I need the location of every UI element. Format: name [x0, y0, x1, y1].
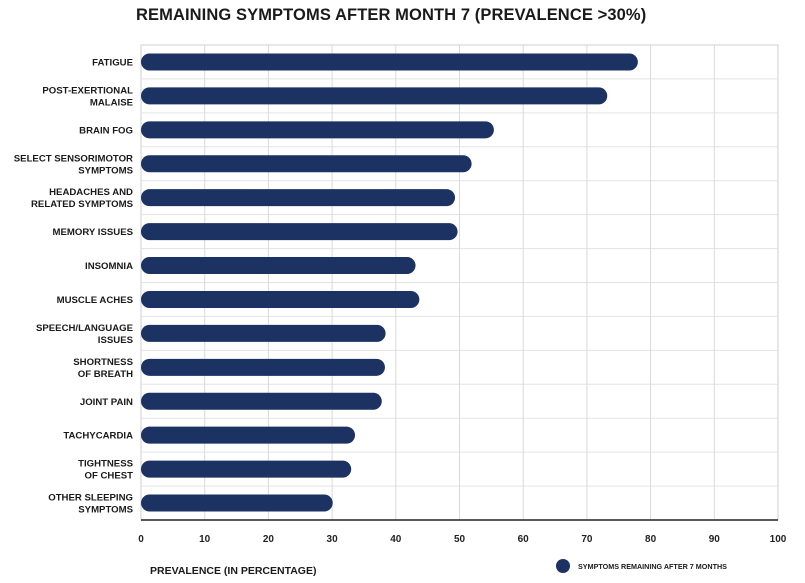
bar	[141, 324, 386, 342]
x-tick-label: 90	[709, 534, 721, 545]
bar	[141, 257, 416, 275]
x-tick-label: 40	[390, 534, 402, 545]
category-label: MALAISE	[90, 97, 134, 108]
category-label: RELATED SYMPTOMS	[31, 199, 134, 210]
category-label: FATIGUE	[92, 57, 133, 68]
x-tick-label: 100	[770, 534, 787, 545]
bar	[141, 155, 472, 173]
category-label: POST-EXERTIONAL	[42, 85, 133, 96]
bar	[141, 392, 382, 410]
category-label: BRAIN FOG	[79, 125, 133, 136]
bar	[141, 121, 494, 139]
category-label: TIGHTNESS	[78, 459, 134, 470]
bars	[141, 53, 638, 512]
category-label: INSOMNIA	[85, 261, 133, 272]
x-tick-label: 50	[454, 534, 466, 545]
category-label: JOINT PAIN	[80, 397, 133, 408]
x-tick-label: 0	[138, 534, 144, 545]
x-axis-label: PREVALENCE (IN PERCENTAGE)	[150, 565, 317, 577]
bar	[141, 87, 608, 105]
legend: SYMPTOMS REMAINING AFTER 7 MONTHS	[556, 559, 727, 573]
bar	[141, 358, 385, 376]
category-label: ISSUES	[98, 335, 134, 346]
category-label: MUSCLE ACHES	[57, 295, 134, 306]
category-label: SPEECH/LANGUAGE	[36, 323, 134, 334]
legend-label: SYMPTOMS REMAINING AFTER 7 MONTHS	[578, 561, 727, 571]
grid	[140, 44, 779, 521]
category-label: MEMORY ISSUES	[53, 227, 134, 238]
category-label: SHORTNESS	[73, 357, 133, 368]
category-label: OF BREATH	[78, 369, 133, 380]
category-label: SYMPTOMS	[78, 505, 133, 516]
bar	[141, 189, 456, 207]
x-tick-labels: 0 10 20 30 40 50 60 70 80 90 100	[138, 534, 787, 545]
x-tick-label: 60	[518, 534, 530, 545]
bar	[141, 460, 352, 478]
x-tick-label: 10	[199, 534, 211, 545]
bar	[141, 426, 356, 444]
category-label: OF CHEST	[84, 471, 133, 482]
category-label: HEADACHES AND	[49, 187, 133, 198]
bar	[141, 53, 638, 71]
chart-title: REMAINING SYMPTOMS AFTER MONTH 7 (PREVAL…	[136, 6, 647, 24]
bar	[141, 223, 458, 241]
bar	[141, 494, 333, 512]
x-tick-label: 20	[263, 534, 275, 545]
category-label: SELECT SENSORIMOTOR	[14, 153, 133, 164]
bar	[141, 290, 420, 308]
category-label: TACHYCARDIA	[63, 431, 133, 442]
x-tick-label: 80	[645, 534, 657, 545]
legend-swatch	[556, 559, 570, 573]
category-label: SYMPTOMS	[78, 165, 133, 176]
x-tick-label: 70	[581, 534, 593, 545]
category-label: OTHER SLEEPING	[48, 493, 133, 504]
x-tick-label: 30	[327, 534, 339, 545]
